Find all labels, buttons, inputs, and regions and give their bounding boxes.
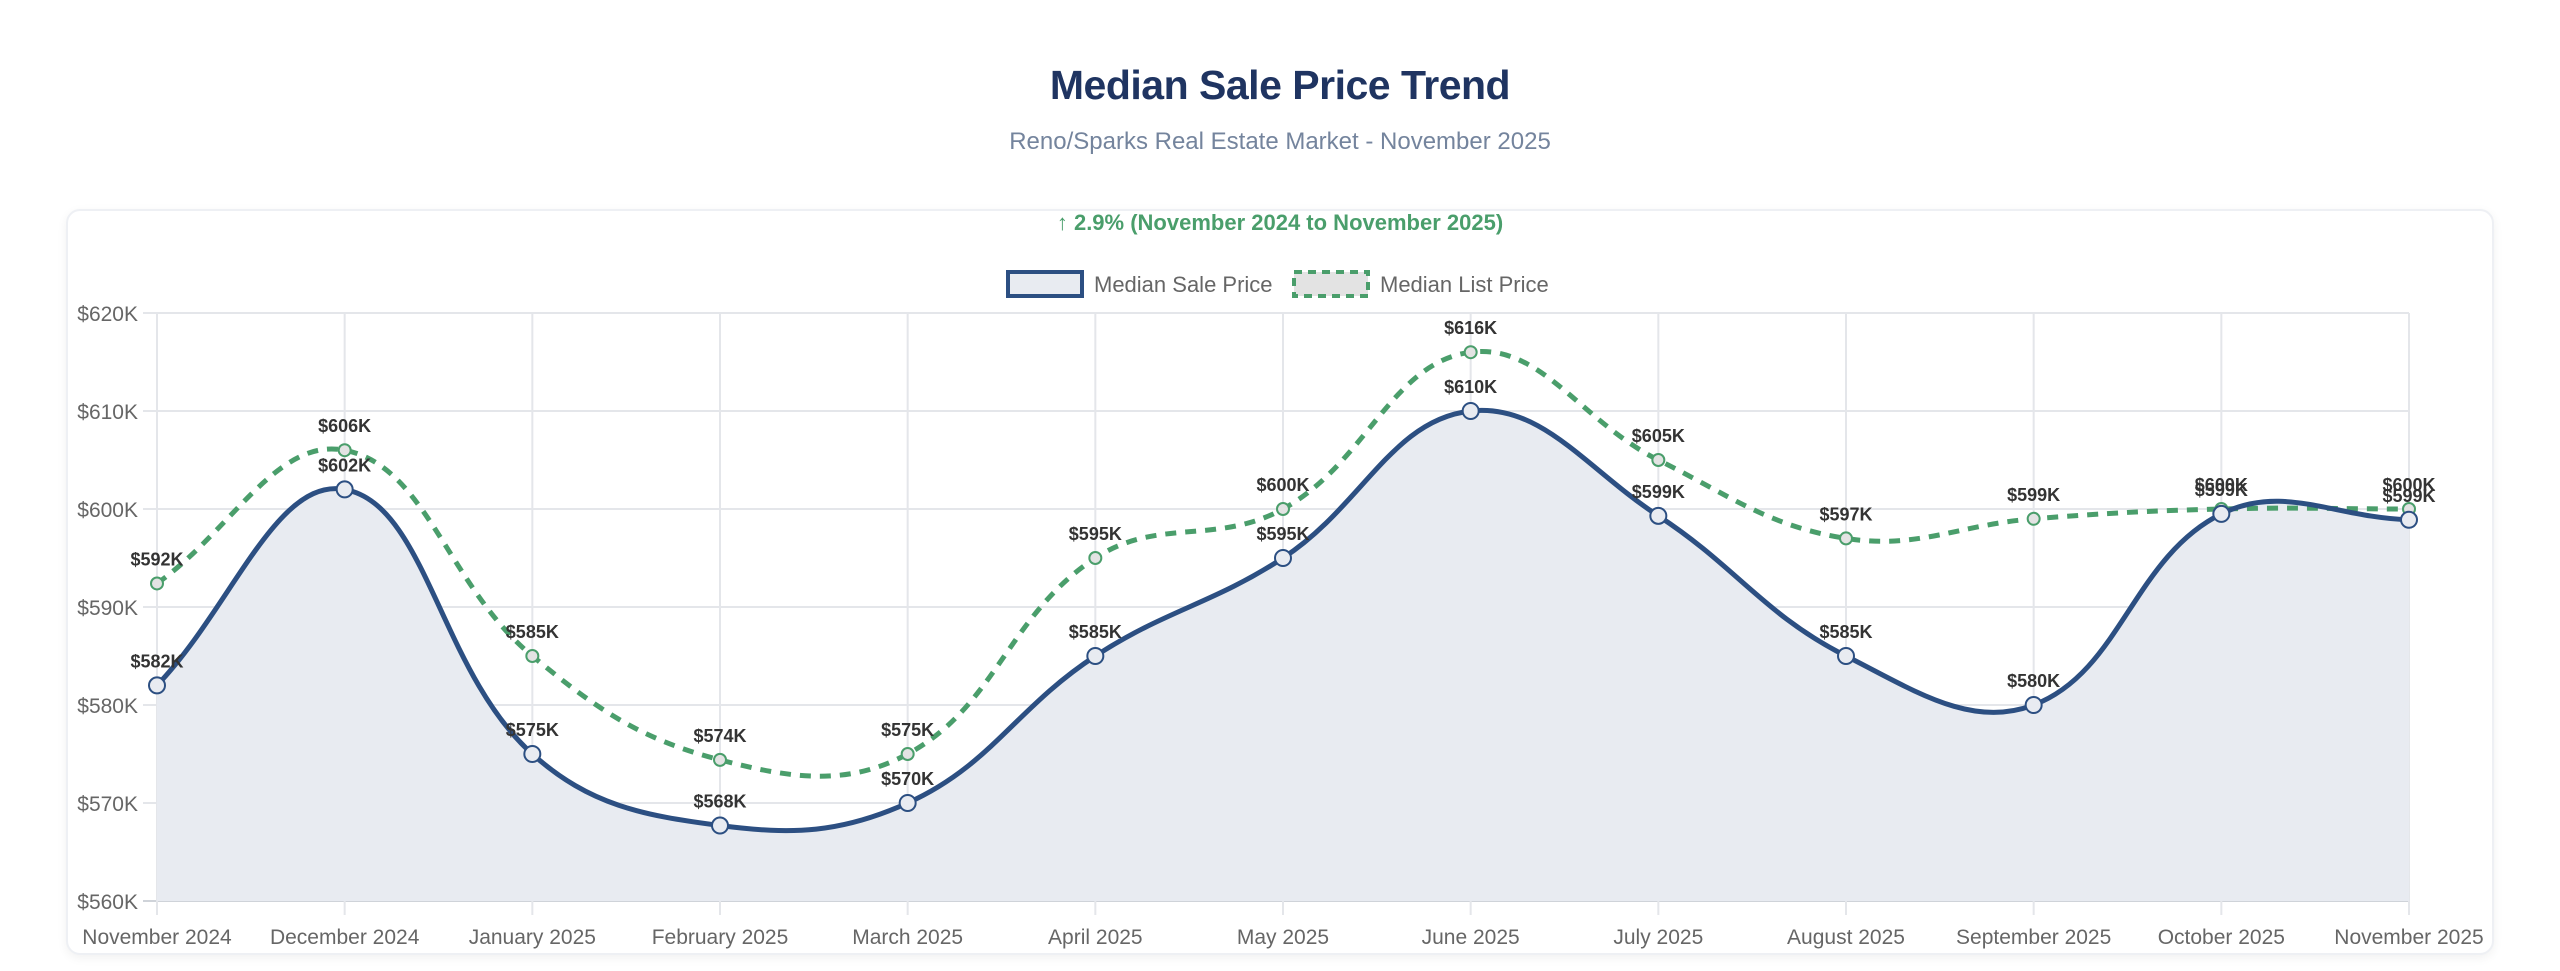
y-tick-label: $570K [77, 793, 138, 816]
data-label-list: $616K [1444, 318, 1497, 338]
point-median-list-price[interactable] [1276, 502, 1290, 516]
legend: Median Sale Price Median List Price [1006, 270, 1549, 298]
data-label-sale: $570K [881, 769, 934, 789]
legend-swatch-sale [1006, 270, 1084, 298]
point-median-sale-price[interactable] [1274, 549, 1292, 567]
x-tick-label: September 2025 [1956, 926, 2111, 949]
data-label-list: $605K [1632, 426, 1685, 446]
area-median-sale-price [157, 410, 2409, 901]
point-median-list-price[interactable] [1651, 453, 1666, 467]
point-median-sale-price[interactable] [898, 794, 917, 812]
data-label-sale: $585K [1069, 622, 1122, 642]
point-median-list-price[interactable] [337, 443, 352, 458]
y-tick-label: $560K [77, 891, 138, 914]
y-tick-label: $590K [77, 597, 138, 620]
point-median-sale-price[interactable] [1649, 506, 1668, 525]
data-label-sale: $575K [506, 720, 559, 740]
data-label-sale: $580K [2007, 671, 2060, 691]
data-label-list: $600K [1256, 475, 1309, 495]
data-label-sale: $585K [1819, 622, 1872, 642]
legend-item-list[interactable]: Median List Price [1292, 270, 1549, 298]
data-label-sale: $595K [1256, 524, 1309, 544]
x-tick-label: November 2025 [2334, 926, 2483, 949]
point-median-list-price[interactable] [150, 576, 164, 591]
point-median-list-price[interactable] [713, 752, 727, 767]
y-tick-label: $610K [77, 401, 138, 424]
data-label-sale: $599K [2195, 480, 2248, 500]
point-median-sale-price[interactable] [1086, 647, 1105, 665]
y-tick-label: $620K [77, 303, 138, 326]
x-tick-label: April 2025 [1048, 926, 1143, 949]
point-median-sale-price[interactable] [2024, 696, 2043, 714]
legend-label-list: Median List Price [1380, 272, 1549, 297]
data-label-sale: $582K [130, 651, 183, 671]
legend-label-sale: Median Sale Price [1094, 272, 1273, 297]
data-label-list: $600K [2382, 475, 2435, 495]
point-median-sale-price[interactable] [711, 816, 729, 835]
y-tick-label: $580K [77, 695, 138, 718]
data-label-list: $597K [1819, 504, 1872, 524]
data-label-list: $595K [1069, 524, 1122, 544]
point-median-list-price[interactable] [2026, 511, 2041, 526]
point-median-sale-price[interactable] [2212, 504, 2231, 523]
point-median-list-price[interactable] [1463, 345, 1478, 360]
point-median-sale-price[interactable] [335, 480, 354, 499]
point-median-list-price[interactable] [525, 649, 540, 663]
legend-item-sale[interactable]: Median Sale Price [1006, 270, 1273, 298]
point-median-list-price[interactable] [1839, 531, 1853, 546]
data-label-list: $575K [881, 720, 934, 740]
data-label-list: $574K [693, 726, 746, 746]
data-labels: $592K $606K $585K $574K $575K $595K $600K $616K… [130, 318, 2435, 811]
data-label-sale: $602K [318, 455, 371, 475]
data-label-sale: $568K [693, 792, 746, 812]
point-median-sale-price[interactable] [523, 745, 542, 763]
x-tick-label: June 2025 [1422, 926, 1520, 949]
x-tick-label: May 2025 [1237, 926, 1329, 949]
axes: $560K $570K $580K $590K $600K $610K $620K Novem… [77, 303, 2483, 949]
data-label-list: $585K [506, 622, 559, 642]
chart-subtitle: Reno/Sparks Real Estate Market - Novembe… [1009, 128, 1551, 155]
point-median-sale-price[interactable] [1837, 647, 1855, 665]
point-median-sale-price[interactable] [2400, 510, 2418, 529]
data-label-list: $600K [2195, 475, 2248, 495]
data-label-sale: $599K [2382, 486, 2435, 506]
change-annotation: ↑ 2.9% (November 2024 to November 2025) [1057, 210, 1503, 235]
x-tick-label: August 2025 [1787, 926, 1905, 949]
x-tick-label: February 2025 [652, 926, 789, 949]
data-points [148, 345, 2418, 835]
y-tick-label: $600K [77, 499, 138, 522]
x-tick-label: January 2025 [469, 926, 596, 949]
x-tick-label: October 2025 [2158, 926, 2285, 949]
x-tick-label: March 2025 [852, 926, 963, 949]
x-tick-label: November 2024 [82, 926, 232, 949]
chart-title: Median Sale Price Trend [1049, 62, 1511, 108]
data-label-list: $599K [2007, 485, 2060, 505]
data-label-sale: $610K [1444, 377, 1497, 397]
point-median-sale-price[interactable] [148, 676, 166, 695]
data-label-list: $606K [318, 416, 371, 436]
x-tick-label: December 2024 [270, 926, 420, 949]
point-median-sale-price[interactable] [1461, 402, 1480, 420]
areas [157, 410, 2409, 901]
legend-swatch-list [1292, 270, 1370, 298]
x-tick-label: July 2025 [1613, 926, 1703, 949]
point-median-list-price[interactable] [1088, 551, 1103, 565]
data-label-list: $592K [130, 549, 183, 569]
data-label-sale: $599K [1632, 482, 1685, 502]
point-median-list-price[interactable] [900, 747, 915, 761]
